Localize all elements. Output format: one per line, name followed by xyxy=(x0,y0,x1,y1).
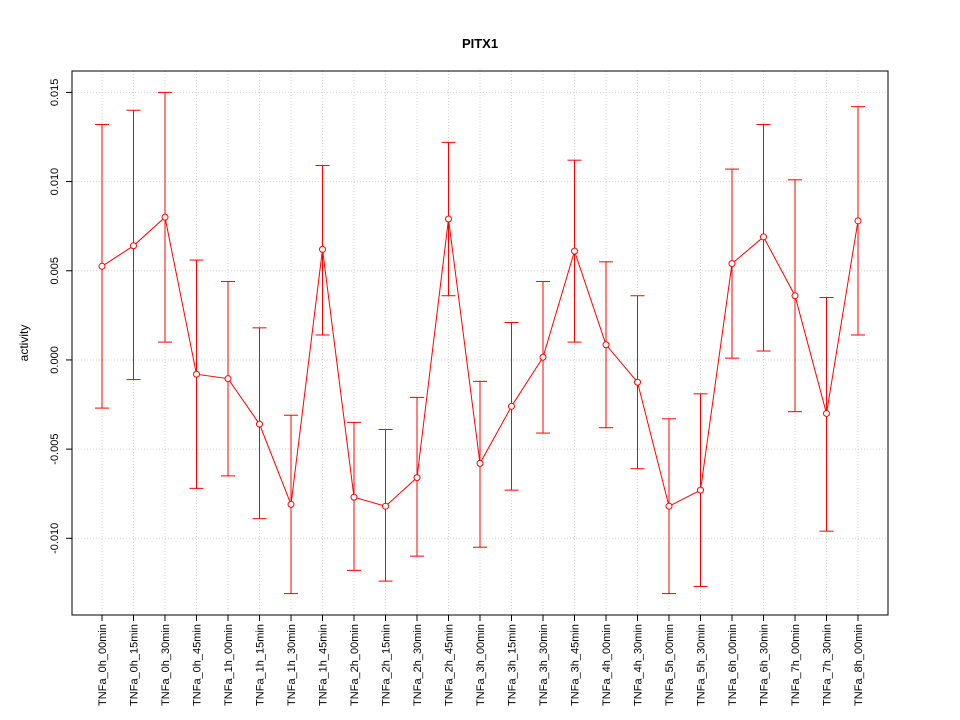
x-tick-label: TNFa_2h_30min xyxy=(412,624,424,706)
x-tick-label: TNFa_8h_00min xyxy=(853,624,865,706)
plot-frame xyxy=(71,70,889,616)
data-point xyxy=(854,217,862,225)
x-tick-label: TNFa_2h_45min xyxy=(444,624,456,706)
data-point xyxy=(256,420,263,428)
y-tick-label: 0.015 xyxy=(49,79,61,107)
data-point xyxy=(98,262,106,270)
data-point xyxy=(697,486,704,494)
data-point xyxy=(539,353,547,361)
x-tick-label: TNFa_5h_30min xyxy=(696,624,708,706)
data-point xyxy=(634,378,641,386)
x-tick-label: TNFa_3h_15min xyxy=(507,624,519,706)
x-tick-label: TNFa_0h_30min xyxy=(160,624,172,706)
data-point xyxy=(791,292,799,300)
x-tick-label: TNFa_2h_00min xyxy=(349,624,361,706)
x-tick-label: TNFa_1h_45min xyxy=(318,624,330,706)
data-point xyxy=(665,502,673,510)
x-tick-label: TNFa_3h_00min xyxy=(475,624,487,706)
x-tick-label: TNFa_3h_45min xyxy=(570,624,582,706)
y-axis: -0.010 -0.005 0.000 0.005 0.010 0.015 xyxy=(49,79,73,554)
data-point xyxy=(823,409,830,417)
y-tick-label: -0.005 xyxy=(49,434,61,465)
x-tick-label: TNFa_4h_30min xyxy=(633,624,645,706)
data-point xyxy=(760,233,767,241)
y-tick-label: -0.010 xyxy=(49,523,61,554)
data-point xyxy=(413,474,421,482)
data-point xyxy=(445,215,452,223)
y-tick-label: 0.005 xyxy=(49,257,61,285)
x-tick-label: TNFa_1h_00min xyxy=(223,624,235,706)
x-tick-label: TNFa_0h_45min xyxy=(192,624,204,706)
data-point xyxy=(193,370,200,378)
x-tick-label: TNFa_7h_30min xyxy=(822,624,834,706)
x-tick-label: TNFa_4h_00min xyxy=(601,624,613,706)
x-tick-label: TNFa_0h_15min xyxy=(129,624,141,706)
x-tick-label: TNFa_0h_00min xyxy=(97,624,109,706)
data-point xyxy=(476,459,484,467)
data-point xyxy=(130,242,137,250)
series xyxy=(98,213,862,510)
chart-title: PITX1 xyxy=(462,36,498,51)
y-axis-label: activity xyxy=(17,325,31,362)
x-tick-label: TNFa_5h_00min xyxy=(664,624,676,706)
data-point xyxy=(319,245,326,253)
x-tick-label: TNFa_1h_30min xyxy=(286,624,298,706)
x-tick-label: TNFa_6h_30min xyxy=(759,624,771,706)
data-point xyxy=(571,247,578,255)
y-tick-label: 0.000 xyxy=(49,346,61,374)
x-tick-label: TNFa_6h_00min xyxy=(727,624,739,706)
data-point xyxy=(350,493,358,501)
data-point xyxy=(602,341,610,349)
x-axis: TNFa_0h_00min TNFa_0h_15min TNFa_0h_30min T… xyxy=(97,614,865,706)
x-tick-label: TNFa_2h_15min xyxy=(381,624,393,706)
y-tick-label: 0.010 xyxy=(49,168,61,196)
x-tick-label: TNFa_1h_15min xyxy=(255,624,267,706)
data-point xyxy=(161,213,169,221)
data-point xyxy=(224,375,232,383)
data-point xyxy=(508,402,515,410)
data-point xyxy=(728,260,736,268)
x-tick-label: TNFa_3h_30min xyxy=(538,624,550,706)
data-point xyxy=(287,500,295,508)
x-tick-label: TNFa_7h_00min xyxy=(790,624,802,706)
data-point xyxy=(382,502,389,510)
